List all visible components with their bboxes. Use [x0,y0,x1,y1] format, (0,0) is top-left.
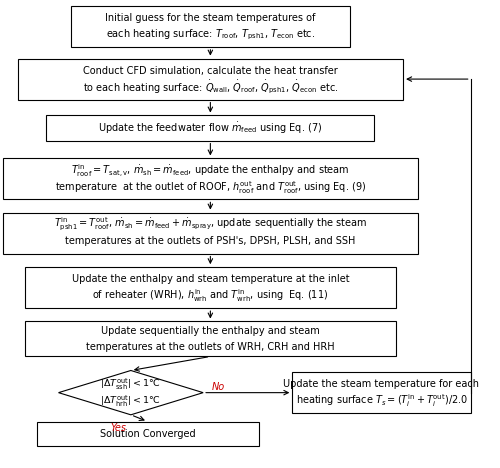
Text: $T_{\rm roof}^{\rm in} = T_{\rm sat,v}$, $\dot{m}_{\rm sh} = \dot{m}_{\rm feed}$: $T_{\rm roof}^{\rm in} = T_{\rm sat,v}$,… [71,162,349,179]
Text: No: No [212,381,225,392]
Text: Update sequentially the enthalpy and steam: Update sequentially the enthalpy and ste… [101,326,320,336]
Text: Yes: Yes [111,423,127,433]
Bar [3,212,418,254]
Bar [3,158,418,199]
Text: Update the steam temperature for each: Update the steam temperature for each [284,379,480,389]
Text: Solution Converged: Solution Converged [100,429,196,439]
Text: $T_{\rm psh1}^{\rm in} = T_{\rm roof}^{\rm out}$, $\dot{m}_{\rm sh} = \dot{m}_{\: $T_{\rm psh1}^{\rm in} = T_{\rm roof}^{\… [54,216,367,234]
Text: $|\Delta T_{\rm ssh}^{\rm out}| < 1\degree$C: $|\Delta T_{\rm ssh}^{\rm out}| < 1\degr… [100,377,162,392]
Text: Update the feedwater flow $\dot{m}_{\rm feed}$ using Eq. (7): Update the feedwater flow $\dot{m}_{\rm … [98,121,322,136]
Text: temperatures at the outlets of PSH's, DPSH, PLSH, and SSH: temperatures at the outlets of PSH's, DP… [65,236,356,247]
Text: Initial guess for the steam temperatures of: Initial guess for the steam temperatures… [105,13,316,23]
Text: of reheater (WRH), $h_{\rm wrh}^{\rm in}$ and $T_{\rm wrh}^{\rm in}$, using  Eq.: of reheater (WRH), $h_{\rm wrh}^{\rm in}… [92,288,328,305]
Text: temperatures at the outlets of WRH, CRH and HRH: temperatures at the outlets of WRH, CRH … [86,343,334,352]
Bar [25,267,396,308]
Text: $|\Delta T_{\rm hrh}^{\rm out}| < 1\degree$C: $|\Delta T_{\rm hrh}^{\rm out}| < 1\degr… [100,394,162,409]
Bar [292,372,470,413]
Text: temperature  at the outlet of ROOF, $h_{\rm roof}^{\rm out}$ and $T_{\rm roof}^{: temperature at the outlet of ROOF, $h_{\… [54,179,366,196]
Text: Conduct CFD simulation, calculate the heat transfer: Conduct CFD simulation, calculate the he… [83,66,338,76]
Bar [18,58,403,100]
Polygon shape [58,371,203,415]
Bar [25,322,396,357]
Text: Update the enthalpy and steam temperature at the inlet: Update the enthalpy and steam temperatur… [72,274,349,284]
Bar [46,116,374,141]
Bar [37,422,258,446]
Text: heating surface $T_s = (T_i^{\rm in} + T_i^{\rm out})/2.0$: heating surface $T_s = (T_i^{\rm in} + T… [296,393,468,410]
Text: to each heating surface: $\dot{Q}_{\rm wall}$, $\dot{Q}_{\rm roof}$, $\dot{Q}_{\: to each heating surface: $\dot{Q}_{\rm w… [82,79,338,96]
Text: each heating surface: $T_{\rm roof}$, $T_{\rm psh1}$, $T_{\rm econ}$ etc.: each heating surface: $T_{\rm roof}$, $T… [106,28,315,42]
Bar [70,6,350,47]
